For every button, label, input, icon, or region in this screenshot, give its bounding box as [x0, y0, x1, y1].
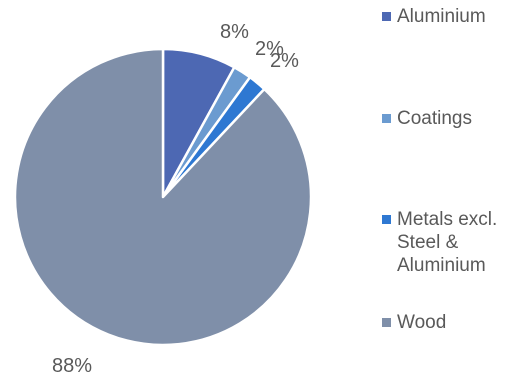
data-label-wood: 88%	[52, 355, 92, 377]
pie-slices	[13, 47, 313, 347]
data-label-aluminium: 8%	[220, 21, 249, 43]
pie-data-labels: 8% 2%2% 88%	[52, 21, 299, 377]
legend-label-metals: Metals excl. Steel & Aluminium	[397, 209, 498, 276]
legend-item-coatings: Coatings	[382, 107, 532, 130]
legend-label-wood: Wood	[397, 312, 447, 333]
data-label-coatings: 2%	[255, 38, 284, 60]
legend-swatch-coatings	[382, 114, 391, 123]
legend-item-metals: Metals excl. Steel & Aluminium	[382, 208, 532, 277]
legend-swatch-metals	[382, 215, 391, 224]
legend-swatch-aluminium	[382, 12, 391, 21]
pie-chart: 8% 2%2% 88%	[13, 21, 313, 377]
pie-slice-wood	[13, 47, 313, 347]
chart-legend: Aluminium Coatings Metals excl. Steel & …	[382, 0, 532, 378]
legend-item-aluminium: Aluminium	[382, 5, 532, 28]
legend-item-wood: Wood	[382, 311, 532, 334]
legend-swatch-wood	[382, 318, 391, 327]
legend-label-coatings: Coatings	[397, 108, 472, 129]
legend-label-aluminium: Aluminium	[397, 6, 486, 27]
data-label-metals-excl-steel-aluminium: 2%	[270, 50, 299, 72]
